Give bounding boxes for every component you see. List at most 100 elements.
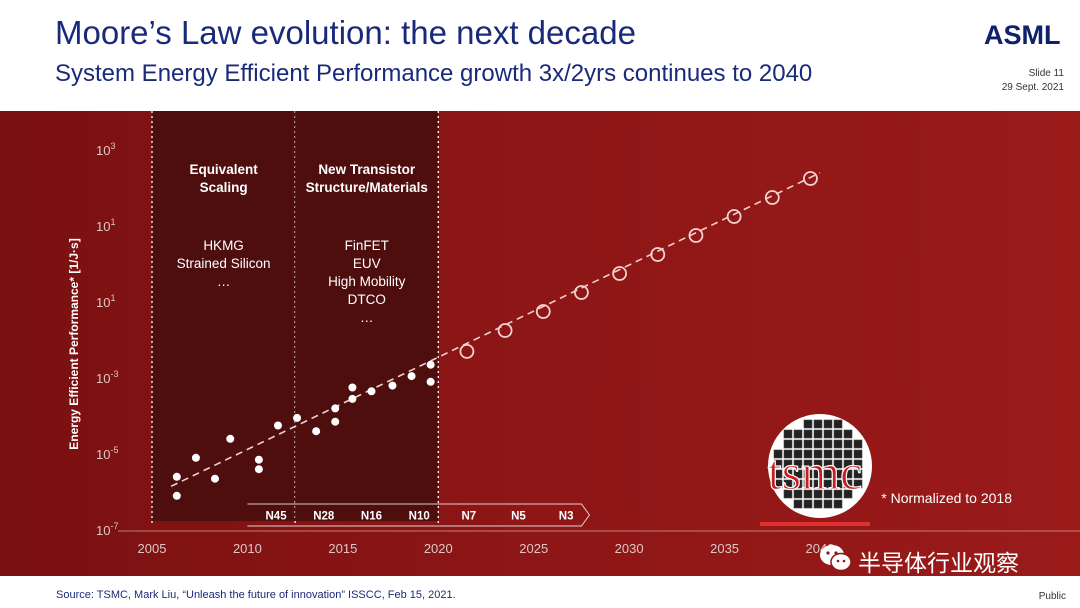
process-node-label: N45: [266, 511, 288, 523]
slide-subtitle: System Energy Efficient Performance grow…: [55, 60, 813, 87]
wafer-die: [833, 459, 843, 469]
x-tick-label: 2035: [710, 541, 739, 556]
wafer-die: [783, 459, 793, 469]
wafer-die: [823, 449, 833, 459]
wafer-die: [833, 439, 843, 449]
wafer-die: [803, 489, 813, 499]
era-item: EUV: [353, 256, 381, 271]
wafer-die: [843, 489, 853, 499]
projected-data-point: [535, 304, 551, 319]
historical-data-point: [226, 434, 235, 443]
wafer-die: [823, 439, 833, 449]
wafer-die: [793, 439, 803, 449]
projected-data-point: [459, 343, 475, 359]
wafer-die: [843, 459, 853, 469]
wafer-die: [813, 459, 823, 469]
wafer-die: [843, 439, 853, 449]
wafer-die: [803, 419, 813, 429]
watermark-text: 半导体行业观察: [858, 551, 1019, 577]
historical-data-point: [172, 491, 181, 500]
source-citation: Source: TSMC, Mark Liu, “Unleash the fut…: [56, 589, 456, 601]
projected-data-point: [574, 285, 589, 300]
wafer-die: [783, 469, 793, 479]
wafer-die: [803, 469, 813, 479]
process-node-label: N3: [559, 511, 574, 523]
historical-data-point: [293, 413, 302, 422]
wafer-die: [853, 459, 863, 469]
wafer-die: [843, 479, 853, 489]
wafer-die: [813, 499, 823, 509]
wafer-die: [833, 429, 843, 439]
historical-data-point: [273, 421, 282, 430]
wafer-die: [783, 489, 793, 499]
wafer-die: [783, 439, 793, 449]
x-tick-label: 2005: [138, 541, 167, 556]
projected-data-point: [803, 171, 818, 186]
wafer-die: [843, 429, 853, 439]
wafer-die: [793, 449, 803, 459]
wafer-die: [853, 449, 863, 459]
historical-data-point: [312, 427, 321, 436]
wafer-die: [813, 489, 823, 499]
wafer-die: [773, 449, 783, 459]
wafer-die: [853, 469, 863, 479]
wafer-die: [793, 499, 803, 509]
wafer-die: [823, 489, 833, 499]
wafer-die: [823, 429, 833, 439]
historical-data-point: [210, 474, 219, 483]
era-item: Strained Silicon: [177, 256, 271, 271]
process-node-label: N7: [461, 511, 476, 523]
wafer-die: [833, 419, 843, 429]
process-node-label: N28: [313, 511, 335, 523]
tsmc-logo: tsmc: [760, 414, 872, 526]
wafer-die: [823, 469, 833, 479]
wafer-die: [823, 479, 833, 489]
projected-data-point: [612, 266, 627, 281]
wafer-die: [803, 459, 813, 469]
projected-data-point: [764, 190, 780, 205]
historical-data-point: [426, 360, 435, 369]
x-tick-label: 2010: [233, 541, 262, 556]
era-item: High Mobility: [328, 274, 406, 289]
era-title: Scaling: [200, 180, 248, 195]
era-title: Equivalent: [189, 162, 258, 177]
wafer-die: [833, 479, 843, 489]
wafer-die: [813, 479, 823, 489]
historical-data-point: [348, 383, 357, 392]
wafer-die: [833, 499, 843, 509]
process-node-label: N5: [511, 511, 526, 523]
x-tick-label: 2030: [615, 541, 644, 556]
wafer-die: [813, 439, 823, 449]
wafer-die: [833, 449, 843, 459]
wafer-die: [773, 459, 783, 469]
historical-data-point: [254, 465, 263, 474]
x-tick-label: 2025: [519, 541, 548, 556]
projected-data-point: [650, 247, 666, 262]
wafer-die: [853, 479, 863, 489]
wafer-die: [783, 429, 793, 439]
era-item: …: [360, 310, 374, 325]
wafer-die: [793, 479, 803, 489]
trend-line: [170, 172, 821, 488]
asml-logo: ASML: [984, 20, 1061, 50]
wafer-die: [813, 449, 823, 459]
historical-data-point: [331, 404, 340, 413]
y-axis-label: Energy Efficient Performance* [1/J·s]: [67, 238, 81, 449]
wafer-die: [853, 439, 863, 449]
wafer-die: [823, 499, 833, 509]
wafer-die: [803, 449, 813, 459]
wafer-die: [843, 469, 853, 479]
wafer-die: [783, 449, 793, 459]
historical-data-point: [191, 453, 200, 462]
era-item: …: [217, 274, 231, 289]
classification-label: Public: [1038, 591, 1066, 602]
x-tick-label: 2015: [328, 541, 357, 556]
wafer-die: [803, 429, 813, 439]
era-item: FinFET: [345, 238, 389, 253]
wechat-icon: [820, 545, 852, 572]
era-title: New Transistor: [318, 162, 416, 177]
historical-data-point: [348, 394, 357, 403]
wafer-die: [833, 469, 843, 479]
tsmc-logo-text: tsmc: [768, 444, 862, 500]
historical-data-point: [254, 455, 263, 464]
